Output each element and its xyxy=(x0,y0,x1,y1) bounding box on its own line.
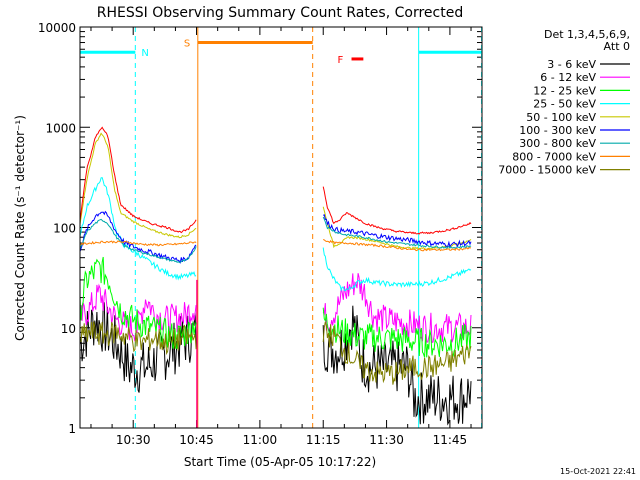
x-tick-label: 11:45 xyxy=(433,433,468,447)
series-line-300-800-kev-after-gap xyxy=(322,216,472,250)
series-line-6-12-kev xyxy=(79,283,197,342)
legend-label: 100 - 300 keV xyxy=(519,124,596,137)
y-axis-label: Corrected Count Rate (s⁻¹ detector⁻¹) xyxy=(13,115,27,341)
y-tick-label: 100 xyxy=(53,222,76,236)
series-line-800-7000-kev xyxy=(79,240,197,247)
plot-area: 10:30 10:45 11:00 11:15 11:30 11:45 1 10 100 1000… xyxy=(38,21,483,447)
legend-label: 300 - 800 keV xyxy=(519,137,596,150)
legend-label: 25 - 50 keV xyxy=(533,98,596,111)
series-line-25-50-kev-after-gap xyxy=(322,247,472,292)
series-line-800-7000-kev-after-gap xyxy=(323,239,472,252)
x-tick-label: 10:30 xyxy=(116,433,151,447)
series-line-red-after-gap xyxy=(322,186,472,235)
x-tick-label: 10:45 xyxy=(179,433,214,447)
y-tick-label: 10000 xyxy=(38,21,76,35)
series-line-7000-15000-kev-after-gap xyxy=(322,321,472,385)
x-tick-label: 11:30 xyxy=(369,433,404,447)
series-line-25-50-kev xyxy=(79,177,197,281)
series-line-50-100-kev xyxy=(79,132,197,239)
legend-label: 6 - 12 keV xyxy=(540,71,596,84)
timestamp: 15-Oct-2021 22:41 xyxy=(560,467,636,476)
x-axis-label: Start Time (05-Apr-05 10:17:22) xyxy=(184,455,376,469)
series-line-12-25-kev xyxy=(79,256,197,349)
x-tick-label: 11:00 xyxy=(243,433,278,447)
x-tick-label: 11:15 xyxy=(306,433,341,447)
y-tick-label: 1000 xyxy=(45,121,76,135)
series-line-7000-15000-kev xyxy=(79,321,197,356)
annotation-label: N xyxy=(141,48,148,59)
y-tick-label: 1 xyxy=(68,422,76,436)
annotation-label: F xyxy=(338,55,344,66)
legend-label: 12 - 25 keV xyxy=(533,84,596,97)
legend-label: 800 - 7000 keV xyxy=(512,150,596,163)
series-line-100-300-kev xyxy=(79,210,197,264)
annotation-label: S xyxy=(184,39,190,50)
chart-title: RHESSI Observing Summary Count Rates, Co… xyxy=(97,5,463,21)
legend-label: 3 - 6 keV xyxy=(547,58,596,71)
series-line-300-800-kev xyxy=(79,218,197,264)
series-line-red xyxy=(79,126,197,234)
legend-label: 50 - 100 keV xyxy=(526,111,596,124)
legend-header-line-2: Att 0 xyxy=(604,40,630,53)
plot-frame xyxy=(79,26,483,429)
series-line-6-12-kev-after-gap xyxy=(322,273,472,344)
series-line-3-6-kev-after-gap xyxy=(322,305,472,426)
series-line-12-25-kev-after-gap xyxy=(322,307,472,358)
series-line-100-300-kev-after-gap xyxy=(322,214,472,248)
legend-label: 7000 - 15000 keV xyxy=(498,164,596,177)
y-tick-label: 10 xyxy=(61,322,76,336)
legend-header-line-1: Det 1,3,4,5,6,9, xyxy=(544,28,630,41)
